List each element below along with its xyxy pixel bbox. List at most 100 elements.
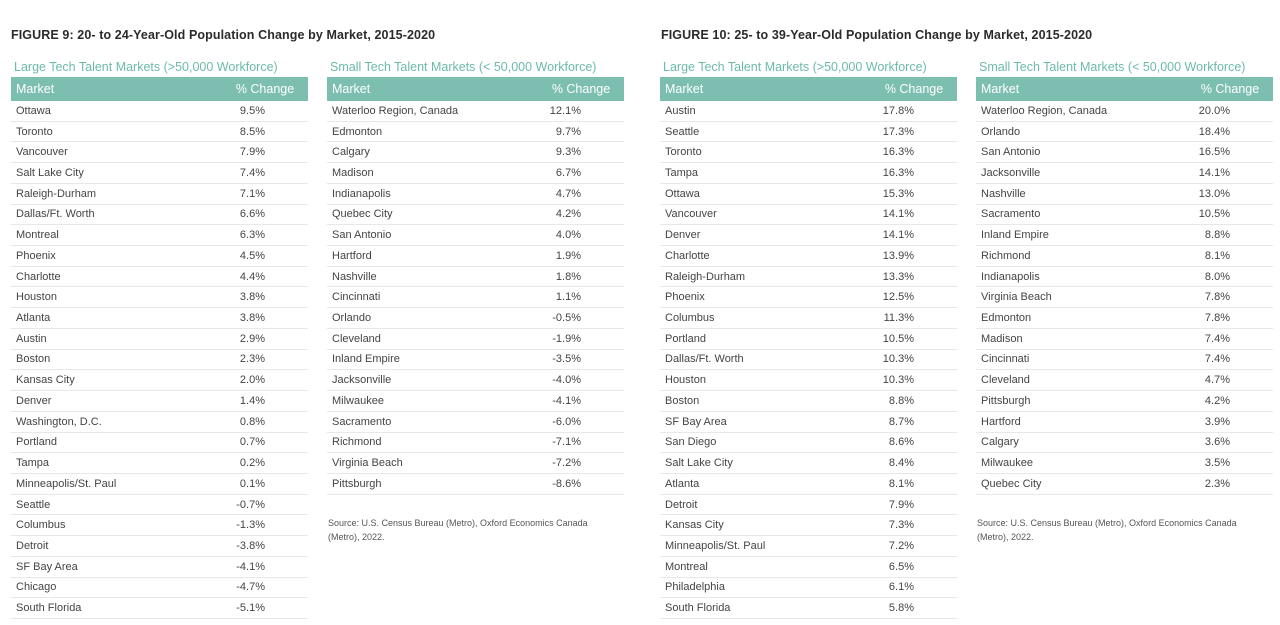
change-cell: 10.3% xyxy=(882,374,914,387)
table-header-row: Market % Change xyxy=(327,77,624,101)
change-cell: 2.0% xyxy=(239,374,265,387)
change-cell: 8.6% xyxy=(888,436,914,449)
market-cell: Atlanta xyxy=(16,312,51,325)
column-header-market: Market xyxy=(981,82,1020,96)
change-cell: 18.4% xyxy=(1198,125,1230,138)
change-cell: -4.1% xyxy=(552,394,581,407)
table-row: Chicago -4.7% xyxy=(11,578,308,599)
market-cell: Tampa xyxy=(16,457,50,470)
table-row: Edmonton 7.8% xyxy=(976,308,1273,329)
change-cell: -8.6% xyxy=(552,477,581,490)
change-cell: -3.8% xyxy=(236,539,265,552)
column-header-change: % Change xyxy=(1200,82,1260,96)
change-cell: 15.3% xyxy=(882,187,914,200)
change-cell: -1.3% xyxy=(236,519,265,532)
change-cell: 7.9% xyxy=(888,498,914,511)
market-cell: Indianapolis xyxy=(981,270,1040,283)
table-row: Hartford 3.9% xyxy=(976,412,1273,433)
table-row: Houston 10.3% xyxy=(660,370,957,392)
market-cell: Hartford xyxy=(981,415,1021,428)
market-cell: Vancouver xyxy=(665,208,717,221)
change-cell: 3.9% xyxy=(1204,415,1230,428)
market-cell: Salt Lake City xyxy=(665,457,733,470)
market-cell: Waterloo Region, Canada xyxy=(332,104,459,117)
market-cell: Cleveland xyxy=(981,374,1030,387)
market-cell: Sacramento xyxy=(981,208,1041,221)
market-cell: Orlando xyxy=(332,312,372,325)
change-cell: 7.8% xyxy=(1204,291,1230,304)
figure-title: FIGURE 9: 20- to 24-Year-Old Population … xyxy=(11,28,436,42)
table-row: Montreal 6.3% xyxy=(11,225,308,247)
table-row: Boston 8.8% xyxy=(660,391,957,412)
market-cell: SF Bay Area xyxy=(16,560,78,573)
market-cell: Raleigh-Durham xyxy=(16,187,97,200)
table-row: Seattle 17.3% xyxy=(660,122,957,143)
column-header-market: Market xyxy=(16,82,55,96)
market-cell: Madison xyxy=(332,167,374,180)
market-cell: Dallas/Ft. Worth xyxy=(665,353,744,366)
table-row: Portland 0.7% xyxy=(11,433,308,454)
market-cell: Columbus xyxy=(665,312,715,325)
table-row: Detroit 7.9% xyxy=(660,495,957,516)
change-cell: -0.5% xyxy=(552,312,581,325)
change-cell: 1.8% xyxy=(555,270,581,283)
table-row: Washington, D.C. 0.8% xyxy=(11,412,308,433)
figure-title: FIGURE 10: 25- to 39-Year-Old Population… xyxy=(661,28,1093,42)
table-row: Virginia Beach 7.8% xyxy=(976,287,1273,309)
change-cell: 0.8% xyxy=(239,415,265,428)
table-row: Philadelphia 6.1% xyxy=(660,578,957,599)
table-row: Charlotte 13.9% xyxy=(660,246,957,267)
market-cell: Denver xyxy=(16,394,52,407)
market-cell: Austin xyxy=(665,104,696,117)
market-cell: Houston xyxy=(665,374,706,387)
table-heading: Small Tech Talent Markets (< 50,000 Work… xyxy=(979,60,1246,74)
table-row: Charlotte 4.4% xyxy=(11,267,308,288)
table-row: Milwaukee -4.1% xyxy=(327,391,624,412)
market-cell: Montreal xyxy=(16,229,59,242)
market-cell: San Diego xyxy=(665,436,717,449)
table-row: Columbus 11.3% xyxy=(660,308,957,329)
change-cell: 17.3% xyxy=(882,125,914,138)
table-row: Austin 17.8% xyxy=(660,101,957,122)
market-cell: Milwaukee xyxy=(981,457,1033,470)
change-cell: 4.5% xyxy=(239,249,265,262)
market-cell: Phoenix xyxy=(16,249,56,262)
change-cell: 13.3% xyxy=(882,270,914,283)
source-note: Source: U.S. Census Bureau (Metro), Oxfo… xyxy=(977,518,1237,542)
change-cell: -4.1% xyxy=(236,560,265,573)
table-row: Indianapolis 8.0% xyxy=(976,267,1273,288)
change-cell: -6.0% xyxy=(552,415,581,428)
table-row: Minneapolis/St. Paul 0.1% xyxy=(11,474,308,495)
change-cell: 14.1% xyxy=(882,208,914,221)
change-cell: 0.2% xyxy=(239,457,265,470)
market-cell: Charlotte xyxy=(16,270,61,283)
change-cell: 13.0% xyxy=(1198,187,1230,200)
table-heading: Large Tech Talent Markets (>50,000 Workf… xyxy=(14,60,278,74)
market-cell: Richmond xyxy=(981,249,1031,262)
change-cell: 2.3% xyxy=(239,353,265,366)
table-row: Dallas/Ft. Worth 10.3% xyxy=(660,350,957,371)
change-cell: 4.4% xyxy=(239,270,265,283)
change-cell: 20.0% xyxy=(1198,104,1230,117)
change-cell: 17.8% xyxy=(882,104,914,117)
market-cell: San Antonio xyxy=(981,146,1041,159)
market-cell: Virginia Beach xyxy=(332,457,403,470)
market-cell: South Florida xyxy=(16,602,82,615)
column-header-market: Market xyxy=(332,82,371,96)
market-cell: Boston xyxy=(665,394,700,407)
change-cell: 0.1% xyxy=(239,477,265,490)
market-cell: Inland Empire xyxy=(332,353,400,366)
change-cell: 9.7% xyxy=(555,125,581,138)
table-row: Tampa 0.2% xyxy=(11,453,308,474)
table-row: Salt Lake City 8.4% xyxy=(660,453,957,474)
table-row: Waterloo Region, Canada 20.0% xyxy=(976,101,1273,122)
change-cell: 6.5% xyxy=(888,560,914,573)
table-row: Vancouver 7.9% xyxy=(11,142,308,164)
change-cell: 14.1% xyxy=(882,229,914,242)
table-row: Pittsburgh -8.6% xyxy=(327,474,624,495)
table-row: Sacramento -6.0% xyxy=(327,412,624,433)
change-cell: 7.9% xyxy=(239,146,265,159)
market-cell: Philadelphia xyxy=(665,581,725,594)
market-cell: Kansas City xyxy=(665,519,724,532)
table-row: Cincinnati 1.1% xyxy=(327,287,624,309)
